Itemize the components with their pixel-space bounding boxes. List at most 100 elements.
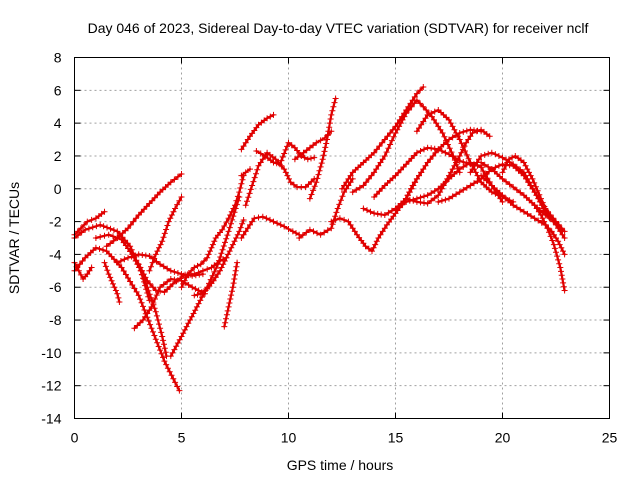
data-point: [406, 189, 413, 196]
series-track-02: [71, 208, 108, 238]
data-point: [128, 253, 135, 260]
data-point: [157, 261, 164, 268]
data-point: [214, 261, 221, 268]
data-point: [204, 254, 211, 261]
data-point: [379, 228, 386, 235]
data-point: [422, 162, 429, 169]
y-tick-label: 6: [54, 82, 62, 98]
series-track-24: [339, 84, 427, 192]
data-point: [233, 263, 240, 270]
data-point: [144, 310, 151, 317]
data-point: [467, 169, 474, 176]
data-point: [286, 175, 292, 182]
data-point: [465, 155, 472, 162]
data-point: [190, 310, 197, 317]
data-point: [255, 214, 262, 221]
data-point: [108, 277, 115, 284]
data-point: [194, 262, 201, 269]
data-point: [135, 261, 142, 268]
data-point: [313, 139, 320, 146]
data-point: [219, 226, 226, 233]
data-point: [144, 284, 151, 291]
data-point: [469, 166, 476, 173]
data-point: [253, 170, 259, 177]
data-point: [311, 154, 318, 161]
data-point: [408, 155, 415, 162]
data-point: [372, 241, 379, 248]
data-point: [456, 153, 463, 159]
data-point: [101, 259, 108, 266]
data-point: [387, 141, 394, 148]
data-point: [174, 340, 181, 346]
data-point: [155, 317, 161, 323]
data-point: [169, 349, 176, 356]
data-point: [499, 175, 506, 182]
data-point: [146, 307, 153, 314]
data-point: [137, 264, 144, 271]
data-point: [160, 337, 167, 344]
data-point: [86, 267, 93, 274]
data-point: [238, 146, 245, 153]
data-point: [221, 258, 228, 264]
data-point: [135, 292, 142, 299]
data-point: [403, 110, 410, 117]
data-point: [299, 232, 306, 239]
data-point: [499, 169, 506, 176]
data-point: [422, 115, 429, 122]
data-point: [460, 144, 467, 151]
data-point: [513, 204, 520, 211]
data-point: [314, 175, 321, 182]
data-point: [447, 169, 454, 176]
data-point: [428, 197, 435, 204]
data-point: [385, 209, 392, 216]
data-point: [97, 221, 104, 228]
data-point: [225, 215, 232, 222]
data-point: [441, 133, 448, 140]
data-point: [199, 267, 206, 274]
data-point: [417, 199, 424, 206]
y-tick-label: -14: [41, 411, 61, 427]
data-point: [270, 111, 277, 118]
data-point: [478, 159, 485, 166]
data-point: [535, 208, 542, 215]
data-point: [159, 238, 166, 245]
data-point: [180, 330, 187, 337]
data-point: [156, 321, 162, 328]
data-point: [290, 181, 297, 188]
data-point: [282, 169, 289, 176]
data-point: [242, 228, 249, 235]
data-point: [244, 225, 251, 232]
data-point: [333, 209, 340, 216]
data-point: [167, 353, 174, 360]
data-point: [157, 347, 164, 354]
data-point: [169, 280, 176, 287]
data-point: [238, 180, 245, 187]
data-point: [549, 237, 556, 244]
data-point: [195, 269, 202, 276]
data-point: [329, 107, 336, 114]
data-point: [131, 325, 138, 332]
data-point: [81, 221, 88, 228]
series-track-36: [499, 153, 553, 222]
data-point: [529, 185, 536, 192]
data-point: [183, 323, 190, 330]
ticks: [74, 57, 610, 419]
data-point: [385, 145, 392, 152]
data-point: [173, 343, 180, 350]
data-point: [247, 221, 253, 228]
data-point: [223, 219, 230, 226]
series-track-37: [531, 202, 568, 294]
data-point: [413, 90, 420, 97]
data-point: [449, 193, 456, 200]
data-point: [553, 235, 559, 241]
data-point: [85, 225, 92, 232]
data-point: [107, 240, 114, 247]
data-point: [424, 111, 431, 118]
data-point: [492, 151, 499, 158]
data-point: [157, 241, 164, 248]
data-point: [428, 110, 435, 117]
data-point: [138, 299, 145, 306]
data-point: [172, 379, 179, 386]
series-track-15: [221, 259, 241, 330]
data-point: [336, 201, 343, 208]
